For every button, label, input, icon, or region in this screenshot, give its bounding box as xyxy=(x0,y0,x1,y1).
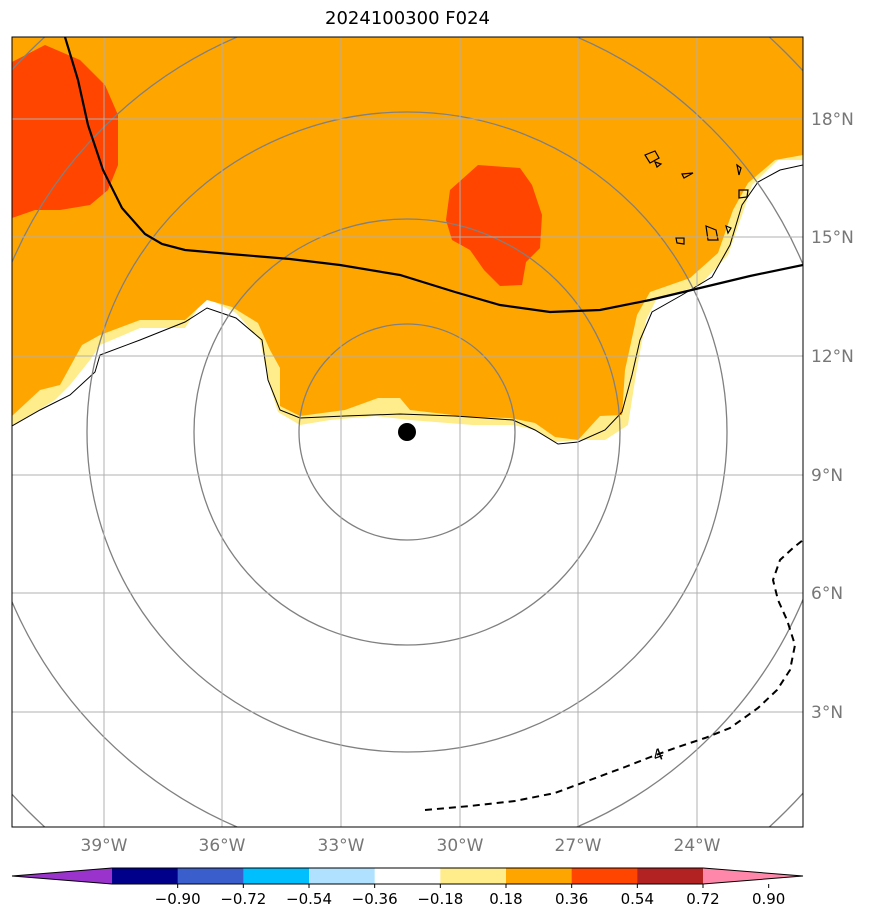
colorbar-segment xyxy=(374,868,441,884)
lat-label: 3°N xyxy=(811,703,843,723)
colorbar-segment xyxy=(112,868,179,884)
lon-label: 27°W xyxy=(555,836,602,856)
colorbar-extend-high xyxy=(703,868,803,884)
colorbar-tick-label: 0.18 xyxy=(489,890,522,908)
black-contour-line xyxy=(63,37,803,314)
dashed-contour-line xyxy=(424,539,803,811)
colorbar-segment xyxy=(637,868,704,884)
colorbar-segment xyxy=(243,868,310,884)
colorbar-segment xyxy=(440,868,507,884)
field-red-west xyxy=(12,45,118,218)
colorbar-tick-label: −0.18 xyxy=(417,890,463,908)
colorbar-tick-label: 0.54 xyxy=(621,890,654,908)
colorbar-segment xyxy=(506,868,573,884)
contour-label: 4 xyxy=(650,744,666,765)
lon-label: 30°W xyxy=(437,836,484,856)
storm-center-marker xyxy=(398,423,416,441)
lon-label: 24°W xyxy=(674,836,721,856)
lat-label: 15°N xyxy=(811,228,854,248)
lat-label: 18°N xyxy=(811,110,854,130)
lat-label: 12°N xyxy=(811,347,854,367)
coastline xyxy=(12,164,803,445)
colorbar-tick-label: −0.90 xyxy=(155,890,201,908)
lat-label: 6°N xyxy=(811,584,843,604)
map-title: 2024100300 F024 xyxy=(325,8,490,29)
colorbar-tick-label: 0.36 xyxy=(555,890,588,908)
colorbar-segment xyxy=(571,868,638,884)
colorbar-tick-label: −0.72 xyxy=(220,890,266,908)
lon-label: 33°W xyxy=(318,836,365,856)
islands xyxy=(644,150,749,245)
colorbar-extend-low xyxy=(12,868,112,884)
field-red-central xyxy=(446,165,542,286)
colorbar-tick-label: 0.90 xyxy=(752,890,785,908)
field-orange xyxy=(12,37,803,440)
graticule xyxy=(12,37,803,827)
colorbar: −0.90 −0.72 −0.54 −0.36 −0.18 0.18 0.36 0.54 0.7… xyxy=(11,867,804,908)
lon-label: 36°W xyxy=(199,836,246,856)
colorbar-tick-label: 0.72 xyxy=(686,890,719,908)
colorbar-tick-label: −0.36 xyxy=(352,890,398,908)
colorbar-tick-label: −0.54 xyxy=(286,890,332,908)
colorbar-segment xyxy=(177,868,244,884)
colorbar-segment xyxy=(309,868,376,884)
colorbar-outline xyxy=(11,867,804,885)
plot-frame xyxy=(11,36,804,828)
lon-label: 39°W xyxy=(81,836,128,856)
lat-label: 9°N xyxy=(811,466,843,486)
